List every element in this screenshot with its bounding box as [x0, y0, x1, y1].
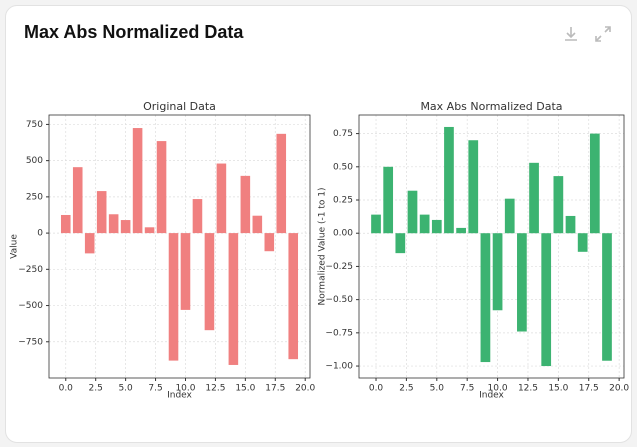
- chart-title: Original Data: [143, 100, 216, 113]
- bar: [240, 175, 251, 234]
- x-tick-label: 17.5: [265, 384, 285, 394]
- x-tick-label: 0.0: [59, 384, 74, 394]
- chart-title: Max Abs Normalized Data: [420, 100, 562, 113]
- bar: [431, 219, 442, 234]
- bar: [577, 233, 588, 252]
- download-button[interactable]: [561, 24, 581, 44]
- bar: [288, 233, 299, 360]
- x-tick-label: 2.5: [399, 384, 413, 394]
- x-tick-label: 7.5: [148, 384, 162, 394]
- bar: [602, 233, 612, 361]
- bar: [419, 214, 430, 234]
- y-axis-label: Value: [10, 234, 20, 259]
- bar: [504, 198, 515, 234]
- bar: [565, 215, 576, 234]
- bar: [108, 214, 119, 234]
- bar: [407, 190, 418, 234]
- bar: [480, 233, 491, 363]
- bar: [204, 233, 215, 331]
- y-tick-label: −750: [18, 337, 43, 347]
- y-tick-label: 0.75: [333, 129, 353, 139]
- card-title: Max Abs Normalized Data: [24, 22, 244, 42]
- bar: [192, 199, 203, 234]
- y-tick-label: 0: [37, 229, 43, 239]
- y-tick-label: 750: [26, 120, 43, 130]
- y-axis-label: Normalized Value (-1 to 1): [318, 188, 328, 306]
- bar: [276, 133, 287, 234]
- bar: [456, 227, 466, 234]
- bar: [589, 133, 600, 234]
- bar: [144, 227, 155, 234]
- y-tick-label: 0.50: [333, 162, 353, 172]
- x-tick-label: 15.0: [235, 384, 255, 394]
- y-tick-label: −1.00: [325, 362, 353, 372]
- x-tick-label: 10.0: [488, 384, 508, 394]
- bar: [84, 233, 95, 254]
- y-tick-label: −0.25: [325, 262, 353, 272]
- x-tick-label: 2.5: [89, 384, 103, 394]
- y-tick-label: −0.50: [325, 295, 353, 305]
- bar: [383, 166, 394, 234]
- y-tick-label: −250: [18, 265, 43, 275]
- x-tick-label: 20.0: [609, 384, 629, 394]
- y-tick-label: −0.75: [325, 328, 353, 338]
- y-tick-label: −500: [18, 301, 43, 311]
- x-axis-label: Index: [167, 391, 192, 401]
- bar: [132, 128, 143, 234]
- expand-button[interactable]: [593, 24, 613, 44]
- bar: [72, 167, 83, 234]
- bar: [553, 176, 564, 234]
- x-tick-label: 7.5: [460, 384, 474, 394]
- bar: [120, 220, 131, 234]
- x-tick-label: 12.5: [518, 384, 538, 394]
- y-tick-label: 500: [26, 156, 43, 166]
- bar: [168, 233, 179, 361]
- y-tick-label: 0.00: [333, 229, 353, 239]
- x-tick-label: 0.0: [369, 384, 384, 394]
- plot-frame: [358, 114, 625, 379]
- bar: [444, 126, 454, 234]
- bar: [252, 215, 263, 234]
- bar: [371, 214, 381, 234]
- x-tick-label: 12.5: [205, 384, 225, 394]
- x-tick-label: 15.0: [548, 384, 568, 394]
- bar: [517, 233, 527, 332]
- bar: [529, 162, 539, 234]
- bar: [492, 233, 503, 311]
- bar: [96, 191, 107, 234]
- x-tick-label: 17.5: [579, 384, 599, 394]
- bar: [216, 163, 227, 234]
- x-axis-label: Index: [479, 391, 504, 401]
- y-tick-label: 250: [26, 192, 43, 202]
- bar: [180, 233, 191, 310]
- bar: [60, 214, 71, 234]
- bar: [541, 233, 552, 367]
- bar: [156, 141, 167, 234]
- y-tick-label: 0.25: [333, 196, 353, 206]
- bar: [395, 233, 406, 254]
- bar: [264, 233, 275, 252]
- bar: [228, 233, 239, 365]
- x-tick-label: 5.0: [118, 384, 133, 394]
- x-tick-label: 5.0: [430, 384, 445, 394]
- plot-frame: [48, 114, 311, 379]
- x-tick-label: 20.0: [295, 384, 315, 394]
- bar: [468, 140, 479, 234]
- x-tick-label: 10.0: [175, 384, 195, 394]
